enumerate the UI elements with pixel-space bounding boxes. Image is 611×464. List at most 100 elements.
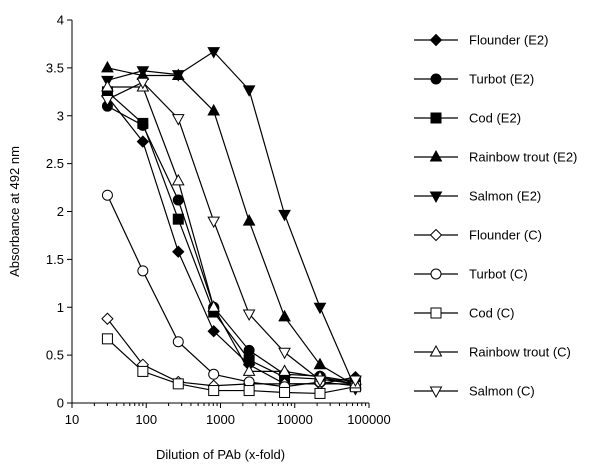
series-cod-e2 — [101, 86, 361, 390]
data-point — [208, 368, 220, 380]
data-point — [171, 70, 185, 82]
data-point — [207, 324, 220, 338]
data-point — [242, 364, 256, 376]
data-point — [101, 312, 114, 325]
data-point — [314, 387, 326, 399]
legend-label: Rainbow trout (C) — [469, 345, 571, 360]
series-layer — [101, 47, 362, 399]
data-point — [101, 79, 114, 92]
legend-item: Turbot (C) — [414, 267, 528, 282]
data-point — [172, 336, 184, 348]
legend-label: Salmon (E2) — [469, 189, 541, 204]
data-point — [172, 194, 184, 206]
legend-item: Flounder (E2) — [414, 33, 548, 48]
data-point — [171, 114, 185, 126]
series-salmon-e2 — [101, 47, 362, 396]
legend-label: Flounder (E2) — [469, 33, 548, 48]
data-point — [207, 47, 221, 59]
legend-marker — [430, 307, 442, 319]
y-tick-label: 3.5 — [46, 60, 64, 75]
legend-label: Cod (E2) — [469, 111, 521, 126]
series-line — [106, 194, 356, 388]
data-point — [278, 309, 291, 322]
data-point — [279, 386, 291, 398]
legend-item: Rainbow trout (C) — [414, 345, 571, 360]
series-line — [107, 91, 356, 385]
x-tick-label: 10 — [65, 412, 79, 427]
legend-label: Flounder (C) — [469, 228, 542, 243]
legend-marker — [429, 191, 443, 204]
data-point — [278, 209, 291, 222]
data-point — [242, 85, 256, 97]
data-point — [137, 365, 149, 377]
legend: Flounder (E2) Turbot (E2) Cod (E2) Rainbow … — [414, 33, 577, 399]
data-point — [208, 385, 220, 397]
legend-item: Flounder (C) — [414, 228, 542, 243]
x-axis-label: Dilution of PAb (x-fold) — [156, 447, 285, 462]
legend-marker — [430, 268, 442, 280]
legend-item: Cod (E2) — [414, 111, 521, 126]
x-tick-label: 100000 — [347, 412, 390, 427]
series-cod-c — [101, 333, 361, 399]
data-point — [172, 213, 184, 225]
legend-marker — [429, 228, 443, 242]
data-point — [101, 333, 113, 345]
legend-label: Salmon (C) — [469, 384, 535, 399]
data-point — [172, 378, 184, 390]
y-tick-label: 2 — [57, 204, 64, 219]
series-line — [107, 50, 356, 389]
data-point — [243, 385, 255, 397]
series-flounder-e2 — [101, 90, 362, 391]
legend-label: Turbot (C) — [469, 267, 528, 282]
data-point — [313, 357, 327, 370]
data-point — [207, 103, 221, 116]
data-point — [207, 300, 221, 312]
y-tick-label: 4 — [57, 13, 64, 28]
legend-marker — [430, 73, 442, 85]
data-point — [313, 375, 327, 388]
data-point — [242, 214, 256, 226]
legend-marker — [429, 149, 443, 162]
legend-item: Salmon (C) — [414, 384, 535, 399]
legend-item: Rainbow trout (E2) — [414, 150, 577, 165]
legend-item: Cod (C) — [414, 306, 515, 321]
data-point — [101, 94, 114, 107]
y-tick-label: 0.5 — [46, 348, 64, 363]
y-tick-label: 2.5 — [46, 156, 64, 171]
data-point — [278, 347, 291, 360]
series-line — [107, 338, 356, 395]
data-point — [101, 60, 114, 73]
data-point — [136, 135, 150, 148]
data-point — [136, 77, 150, 90]
legend-label: Rainbow trout (E2) — [469, 150, 577, 165]
data-point — [349, 375, 362, 388]
x-tick-label: 100 — [135, 412, 157, 427]
data-point — [137, 117, 149, 129]
legend-label: Turbot (E2) — [469, 72, 534, 87]
legend-marker — [430, 112, 442, 124]
data-point — [242, 309, 256, 321]
x-tick-label: 1000 — [206, 412, 235, 427]
series-line — [107, 67, 356, 387]
legend-label: Cod (C) — [469, 306, 515, 321]
y-tick-label: 1 — [57, 300, 64, 315]
series-rainbow-trout-e2 — [101, 60, 362, 391]
y-tick-label: 1.5 — [46, 252, 64, 267]
series-salmon-c — [101, 77, 362, 388]
data-point — [101, 189, 113, 201]
legend-marker — [429, 386, 443, 399]
legend-marker — [429, 33, 443, 47]
data-point — [278, 364, 291, 376]
legend-item: Salmon (E2) — [414, 189, 541, 204]
series-line — [107, 86, 356, 385]
data-point — [207, 216, 221, 229]
legend-item: Turbot (E2) — [414, 72, 534, 87]
y-axis-label: Absorbance at 492 nm — [7, 146, 22, 277]
data-point — [171, 173, 185, 186]
plot-axes: 0 0.5 1 1.5 2 2.5 3 3.5 4 10 100 1000 10000 100000 — [46, 13, 391, 428]
x-tick-label: 10000 — [277, 412, 313, 427]
data-point — [137, 265, 149, 277]
legend-marker — [429, 344, 443, 357]
y-tick-label: 3 — [57, 108, 64, 123]
